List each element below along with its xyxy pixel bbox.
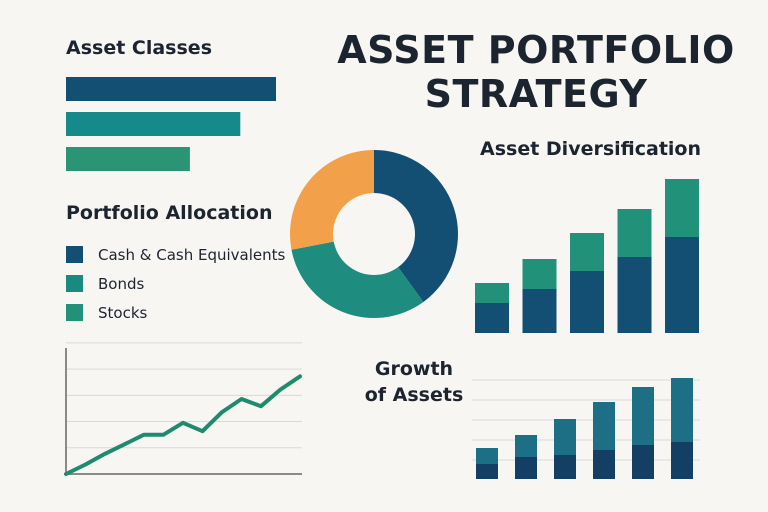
diversification-bar-top-4	[617, 209, 652, 257]
growth-bar-top-1	[476, 448, 498, 464]
title-line-1: ASSET PORTFOLIO	[337, 28, 735, 72]
asset-class-bar-3	[66, 147, 190, 171]
legend-item-cash: Cash & Cash Equivalents	[66, 240, 285, 269]
donut-slice-3	[290, 150, 374, 250]
diversification-bar-bottom-4	[617, 257, 652, 333]
diversification-bar-top-2	[522, 259, 557, 289]
legend-swatch-stocks	[66, 304, 83, 321]
diversification-bar-bottom-5	[665, 237, 699, 333]
growth-bar-bottom-4	[593, 450, 615, 479]
growth-bar-top-2	[515, 435, 537, 457]
growth-bar-bottom-2	[515, 457, 537, 479]
growth-line-series	[64, 374, 302, 476]
diversification-bar-top-1	[475, 283, 509, 303]
allocation-legend: Cash & Cash Equivalents Bonds Stocks	[66, 240, 285, 327]
donut-slice-2	[291, 241, 424, 318]
legend-swatch-bonds	[66, 275, 83, 292]
growth-bar-top-4	[593, 402, 615, 450]
growth-bar-top-6	[671, 378, 693, 442]
diversification-bar-bottom-2	[522, 289, 557, 333]
title-line-2: STRATEGY	[424, 72, 648, 116]
legend-label-stocks: Stocks	[98, 303, 148, 322]
asset-classes-title: Asset Classes	[66, 37, 212, 59]
growth-bar-bottom-3	[554, 455, 576, 479]
legend-label-cash: Cash & Cash Equivalents	[98, 245, 286, 264]
portfolio-allocation-title: Portfolio Allocation	[66, 202, 273, 224]
growth-bar-bottom-1	[476, 464, 498, 479]
legend-item-bonds: Bonds	[66, 269, 285, 298]
donut-slice-1	[373, 150, 458, 302]
growth-bar-top-3	[554, 419, 576, 455]
asset-diversification-title: Asset Diversification	[480, 138, 701, 160]
diversification-bar-bottom-1	[475, 303, 509, 333]
diversification-bar-bottom-3	[570, 271, 604, 333]
diversification-bar-top-3	[570, 233, 604, 271]
legend-label-bonds: Bonds	[98, 274, 145, 293]
legend-item-stocks: Stocks	[66, 298, 285, 327]
diversification-bar-top-5	[665, 179, 699, 237]
asset-class-bar-2	[66, 112, 241, 136]
growth-title-line-1: Growth	[374, 358, 454, 380]
asset-class-bar-1	[66, 77, 276, 101]
growth-bar-top-5	[632, 387, 654, 445]
legend-swatch-cash	[66, 246, 83, 263]
page-title: ASSET PORTFOLIO STRATEGY	[336, 28, 736, 116]
growth-bar-bottom-5	[632, 445, 654, 479]
growth-title-line-2: of Assets	[364, 384, 464, 406]
growth-of-assets-title: Growth of Assets	[362, 356, 466, 408]
growth-bar-bottom-6	[671, 442, 693, 479]
